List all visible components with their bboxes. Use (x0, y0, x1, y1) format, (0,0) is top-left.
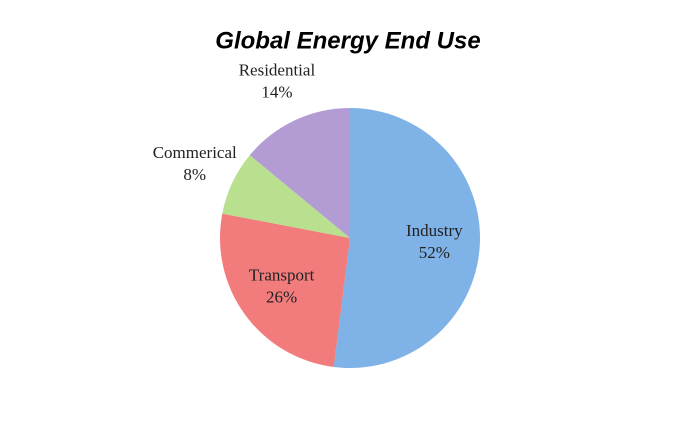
pie-slice (333, 107, 481, 369)
slice-value-label: 8% (183, 165, 206, 184)
pie-slice (249, 108, 350, 238)
slice-label: Commerical (153, 143, 237, 162)
slice-label: Industry (406, 221, 463, 240)
slice-label: Residential (239, 61, 316, 80)
pie-slice (219, 213, 350, 367)
pie-slice (222, 155, 350, 238)
slice-label: Transport (249, 266, 315, 285)
slice-value-label: 14% (261, 83, 292, 102)
slice-value-label: 52% (419, 243, 450, 262)
slice-value-label: 26% (266, 288, 297, 307)
chart-title: Global Energy End Use (215, 27, 480, 54)
